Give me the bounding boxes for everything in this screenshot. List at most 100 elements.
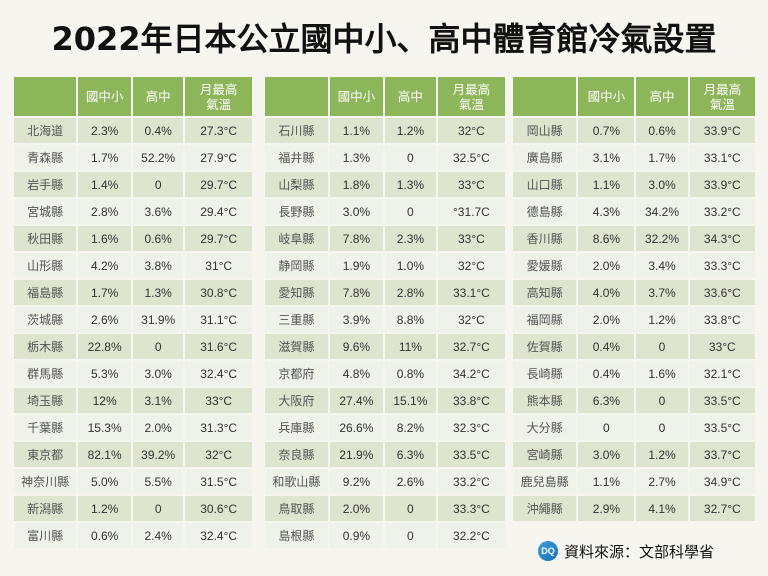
prefecture-cell: 高知縣 [513,278,579,305]
junior-rate-cell: 1.1% [578,170,637,197]
header-row: 國中小 高中 月最高 氣溫 [265,77,505,116]
junior-rate-cell: 8.6% [578,224,637,251]
junior-rate-cell: 7.8% [329,278,385,305]
max-temp-cell: °31.7C [437,197,505,224]
junior-rate-cell: 6.3% [578,386,637,413]
prefecture-cell: 栃木縣 [14,332,79,359]
high-rate-cell: 3.0% [132,359,186,386]
max-temp-cell: 30.8°C [185,278,252,305]
prefecture-cell: 香川縣 [513,224,579,251]
junior-rate-cell: 0.7% [578,116,637,143]
high-rate-cell: 15.1% [384,386,438,413]
max-temp-cell: 33.3°C [437,494,505,521]
header-blank [14,77,79,116]
max-temp-cell: 33°C [437,224,505,251]
header-junior: 國中小 [329,77,385,116]
max-temp-cell: 31.5°C [185,467,252,494]
junior-rate-cell: 3.9% [329,305,385,332]
table-row: 石川縣 1.1% 1.2% 32°C [265,116,505,143]
dq-logo-icon: DQ [538,541,558,561]
prefecture-cell: 沖繩縣 [513,494,579,521]
table-row: 山口縣 1.1% 3.0% 33.9°C [513,170,755,197]
high-rate-cell: 3.4% [636,251,690,278]
table-row: 東京都 82.1% 39.2% 32°C [14,440,252,467]
table-row: 滋賀縣 9.6% 11% 32.7°C [265,332,505,359]
junior-rate-cell: 1.1% [578,467,637,494]
table-row: 千葉縣 15.3% 2.0% 31.3°C [14,413,252,440]
prefecture-table-3: 國中小 高中 月最高 氣溫 岡山縣 0.7% 0.6% 33.9°C 廣島縣 3.1% 1.7% 33… [513,77,755,521]
max-temp-cell: 29.4°C [185,197,252,224]
max-temp-cell: 33.8°C [437,386,505,413]
junior-rate-cell: 1.4% [78,170,133,197]
prefecture-cell: 兵庫縣 [265,413,330,440]
table-row: 山梨縣 1.8% 1.3% 33°C [265,170,505,197]
high-rate-cell: 0 [636,332,690,359]
max-temp-cell: 31.6°C [185,332,252,359]
prefecture-cell: 新潟縣 [14,494,79,521]
data-source: DQ 資料來源：文部科學省 [538,540,714,562]
junior-rate-cell: 4.2% [78,251,133,278]
prefecture-cell: 福島縣 [14,278,79,305]
prefecture-cell: 宮城縣 [14,197,79,224]
high-rate-cell: 31.9% [132,305,186,332]
high-rate-cell: 0.4% [132,116,186,143]
prefecture-cell: 長崎縣 [513,359,579,386]
prefecture-cell: 茨城縣 [14,305,79,332]
table-row: 長野縣 3.0% 0 °31.7C [265,197,505,224]
junior-rate-cell: 3.0% [329,197,385,224]
header-temp: 月最高 氣溫 [689,77,755,116]
high-rate-cell: 6.3% [384,440,438,467]
junior-rate-cell: 1.1% [329,116,385,143]
max-temp-cell: 31.3°C [185,413,252,440]
high-rate-cell: 0.6% [636,116,690,143]
prefecture-cell: 熊本縣 [513,386,579,413]
high-rate-cell: 3.7% [636,278,690,305]
header-high: 高中 [132,77,186,116]
max-temp-cell: 30.6°C [185,494,252,521]
high-rate-cell: 1.6% [636,359,690,386]
junior-rate-cell: 21.9% [329,440,385,467]
table-row: 香川縣 8.6% 32.2% 34.3°C [513,224,755,251]
junior-rate-cell: 26.6% [329,413,385,440]
max-temp-cell: 33.5°C [689,386,755,413]
max-temp-cell: 33.6°C [689,278,755,305]
prefecture-cell: 岡山縣 [513,116,579,143]
junior-rate-cell: 2.0% [578,251,637,278]
max-temp-cell: 32°C [437,251,505,278]
junior-rate-cell: 2.0% [329,494,385,521]
table-row: 茨城縣 2.6% 31.9% 31.1°C [14,305,252,332]
junior-rate-cell: 2.0% [578,305,637,332]
junior-rate-cell: 15.3% [78,413,133,440]
junior-rate-cell: 12% [78,386,133,413]
max-temp-cell: 32.2°C [437,521,505,548]
header-row: 國中小 高中 月最高 氣溫 [14,77,252,116]
table-row: 愛知縣 7.8% 2.8% 33.1°C [265,278,505,305]
source-label: 資料來源：文部科學省 [564,542,715,561]
prefecture-table-1: 國中小 高中 月最高 氣溫 北海道 2.3% 0.4% 27.3°C 青森縣 1.7% 52.2% 2… [14,77,252,548]
max-temp-cell: 31.1°C [185,305,252,332]
max-temp-cell: 33.8°C [689,305,755,332]
header-temp-line1: 月最高 [703,81,742,97]
high-rate-cell: 11% [384,332,438,359]
header-temp-line2: 氣溫 [206,96,232,112]
table-row: 神奈川縣 5.0% 5.5% 31.5°C [14,467,252,494]
header-row: 國中小 高中 月最高 氣溫 [513,77,755,116]
table-row: 京都府 4.8% 0.8% 34.2°C [265,359,505,386]
prefecture-cell: 岩手縣 [14,170,79,197]
prefecture-cell: 廣島縣 [513,143,579,170]
high-rate-cell: 0 [636,386,690,413]
junior-rate-cell: 0.4% [578,359,637,386]
max-temp-cell: 32°C [437,305,505,332]
max-temp-cell: 32.4°C [185,359,252,386]
table-row: 埼玉縣 12% 3.1% 33°C [14,386,252,413]
high-rate-cell: 0 [132,332,186,359]
max-temp-cell: 33.7°C [689,440,755,467]
high-rate-cell: 32.2% [636,224,690,251]
table-row: 宮城縣 2.8% 3.6% 29.4°C [14,197,252,224]
max-temp-cell: 33.1°C [689,143,755,170]
table-row: 大分縣 0 0 33.5°C [513,413,755,440]
junior-rate-cell: 4.0% [578,278,637,305]
prefecture-cell: 長野縣 [265,197,330,224]
prefecture-cell: 鹿兒島縣 [513,467,579,494]
junior-rate-cell: 1.9% [329,251,385,278]
